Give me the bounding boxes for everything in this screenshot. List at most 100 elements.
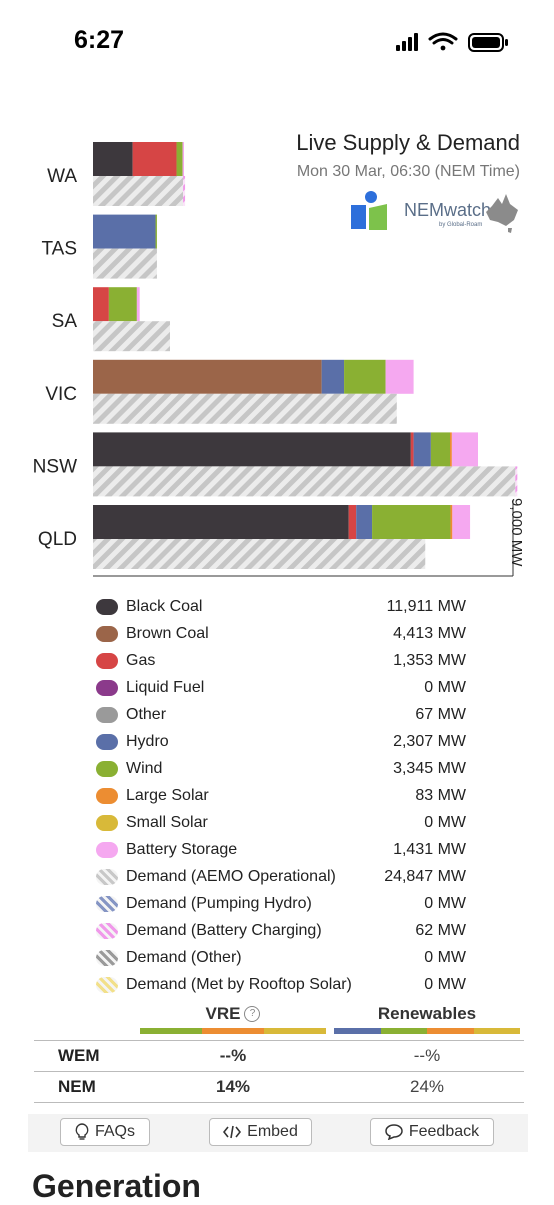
region-label-wa: WA [47, 166, 77, 187]
legend-item-demand-pumping-hydro-[interactable]: Demand (Pumping Hydro) 0 MW [96, 890, 466, 917]
legend: Black Coal 11,911 MW Brown Coal 4,413 MW Gas… [96, 593, 466, 998]
supply-bar-qld-large-solar[interactable] [450, 505, 453, 539]
demand-bar-tas-operational[interactable] [93, 248, 157, 279]
nemwatch-logo[interactable]: NEMwatch by Global-Roam [350, 190, 522, 236]
embed-button[interactable]: Embed [209, 1118, 312, 1146]
legend-swatch [96, 706, 118, 723]
renewables-stats: VRE? Renewables WEM --% --% NEM 14% 24% [34, 1000, 524, 1103]
status-time: 6:27 [74, 26, 125, 54]
strip-segment [334, 1028, 381, 1034]
supply-bar-vic-wind[interactable] [344, 359, 386, 394]
supply-demand-chart: WA TAS SA VIC NSW QLD 9,000 MW [33, 142, 525, 577]
supply-bar-vic-battery-storage[interactable] [385, 359, 414, 394]
legend-swatch [96, 652, 118, 669]
faqs-button[interactable]: FAQs [60, 1118, 150, 1146]
generation-heading: Generation [32, 1168, 201, 1204]
feedback-button[interactable]: Feedback [370, 1118, 494, 1146]
supply-bar-qld-battery-storage[interactable] [452, 505, 471, 539]
legend-item-other[interactable]: Other 67 MW [96, 701, 466, 728]
legend-item-demand-battery-charging-[interactable]: Demand (Battery Charging) 62 MW [96, 917, 466, 944]
strip-segment [427, 1028, 474, 1034]
supply-bar-sa-battery-storage[interactable] [136, 287, 140, 322]
strip-segment [140, 1028, 202, 1034]
legend-label: Large Solar [126, 786, 209, 804]
legend-label: Demand (Met by Rooftop Solar) [126, 975, 352, 993]
reference-label: 9,000 MW [508, 498, 525, 567]
legend-swatch [96, 625, 118, 642]
legend-label: Liquid Fuel [126, 678, 205, 696]
code-icon [223, 1125, 242, 1139]
vre-header: VRE? [140, 1004, 326, 1024]
legend-label: Wind [126, 759, 163, 777]
legend-swatch [96, 787, 118, 804]
region-label-tas: TAS [41, 239, 77, 260]
legend-item-hydro[interactable]: Hydro 2,307 MW [96, 728, 466, 755]
legend-swatch [96, 841, 118, 858]
legend-item-brown-coal[interactable]: Brown Coal 4,413 MW [96, 620, 466, 647]
legend-item-liquid-fuel[interactable]: Liquid Fuel 0 MW [96, 674, 466, 701]
legend-item-demand-met-by-rooftop-solar-[interactable]: Demand (Met by Rooftop Solar) 0 MW [96, 971, 466, 998]
legend-swatch [96, 868, 118, 885]
legend-item-demand-aemo-operational-[interactable]: Demand (AEMO Operational) 24,847 MW [96, 863, 466, 890]
logo-mark [351, 191, 387, 230]
legend-item-battery-storage[interactable]: Battery Storage 1,431 MW [96, 836, 466, 863]
supply-bar-qld-wind[interactable] [372, 505, 451, 539]
demand-bar-wa-operational[interactable] [93, 176, 184, 206]
supply-bar-vic-hydro[interactable] [321, 359, 345, 394]
supply-bar-nsw-large-solar[interactable] [450, 432, 452, 467]
supply-bar-nsw-hydro[interactable] [413, 432, 431, 467]
legend-item-demand-other-[interactable]: Demand (Other) 0 MW [96, 944, 466, 971]
svg-text:by Global-Roam: by Global-Roam [439, 222, 482, 228]
legend-value: 67 MW [415, 705, 466, 723]
supply-bar-qld-hydro[interactable] [356, 505, 373, 539]
legend-item-small-solar[interactable]: Small Solar 0 MW [96, 809, 466, 836]
supply-bar-vic-brown-coal[interactable] [93, 359, 322, 394]
demand-bar-nsw-operational[interactable] [93, 466, 516, 497]
renewables-header: Renewables [377, 1004, 477, 1023]
supply-bar-nsw-black-coal[interactable] [93, 432, 411, 467]
legend-value: 62 MW [415, 921, 466, 939]
demand-bar-qld-operational[interactable] [93, 539, 426, 569]
legend-swatch [96, 679, 118, 696]
legend-value: 0 MW [424, 813, 466, 831]
legend-item-gas[interactable]: Gas 1,353 MW [96, 647, 466, 674]
demand-bar-sa-operational[interactable] [93, 321, 170, 352]
region-label-vic: VIC [45, 384, 77, 405]
supply-bar-nsw-wind[interactable] [430, 432, 450, 467]
renewables-color-strip [334, 1028, 520, 1034]
legend-value: 24,847 MW [384, 867, 466, 885]
legend-item-black-coal[interactable]: Black Coal 11,911 MW [96, 593, 466, 620]
supply-bar-qld-gas[interactable] [348, 505, 357, 539]
legend-value: 1,431 MW [393, 840, 466, 858]
legend-item-wind[interactable]: Wind 3,345 MW [96, 755, 466, 782]
supply-bar-tas-wind[interactable] [155, 214, 157, 249]
legend-value: 4,413 MW [393, 624, 466, 642]
legend-value: 1,353 MW [393, 651, 466, 669]
supply-bar-qld-black-coal[interactable] [93, 505, 349, 539]
supply-bar-wa-black-coal[interactable] [93, 142, 133, 176]
legend-label: Black Coal [126, 597, 203, 615]
supply-bar-wa-gas[interactable] [132, 142, 177, 176]
supply-bar-wa-battery-storage[interactable] [182, 142, 184, 176]
signal-icon [396, 33, 418, 51]
legend-swatch [96, 976, 118, 993]
legend-value: 0 MW [424, 948, 466, 966]
supply-bar-nsw-gas[interactable] [410, 432, 414, 467]
legend-value: 3,345 MW [393, 759, 466, 777]
stats-row-wem: WEM --% --% [34, 1040, 524, 1071]
supply-bar-tas-hydro[interactable] [93, 214, 156, 249]
demand-bar-wa-battery-charging[interactable] [183, 176, 186, 206]
demand-bar-vic-operational[interactable] [93, 393, 397, 424]
supply-bar-wa-wind[interactable] [176, 142, 183, 176]
lightbulb-icon [75, 1123, 89, 1140]
supply-bar-nsw-battery-storage[interactable] [451, 432, 478, 467]
legend-item-large-solar[interactable]: Large Solar 83 MW [96, 782, 466, 809]
question-circle-icon[interactable]: ? [244, 1006, 261, 1022]
legend-label: Hydro [126, 732, 169, 750]
legend-value: 2,307 MW [393, 732, 466, 750]
demand-bar-nsw-battery-charging[interactable] [515, 466, 518, 497]
chart-title: Live Supply & Demand [296, 130, 520, 155]
region-label-nsw: NSW [33, 456, 77, 477]
supply-bar-sa-wind[interactable] [108, 287, 137, 322]
supply-bar-sa-gas[interactable] [93, 287, 109, 322]
